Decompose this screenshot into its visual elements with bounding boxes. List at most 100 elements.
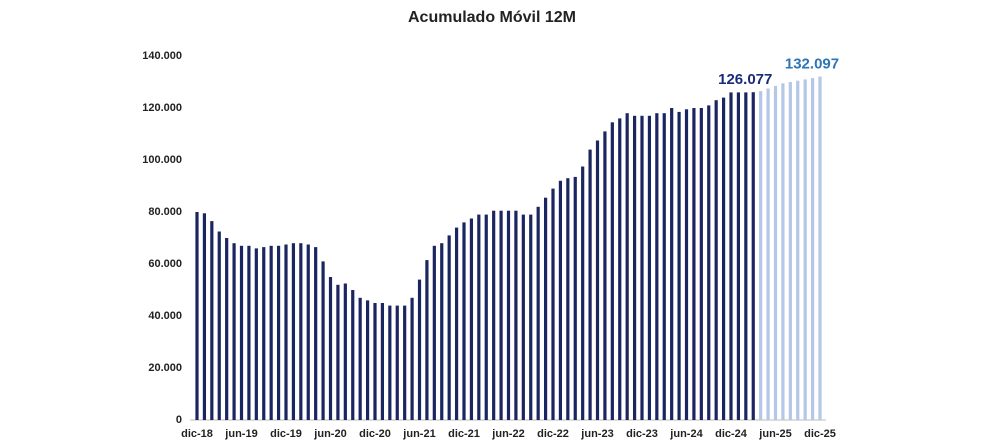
bar: [492, 210, 496, 420]
bar: [321, 261, 325, 420]
x-tick-label: jun-21: [402, 428, 435, 440]
bar: [773, 85, 778, 421]
bar: [536, 206, 540, 420]
bar: [692, 108, 696, 420]
y-tick-label: 100.000: [142, 154, 182, 166]
bar: [788, 82, 792, 420]
bar: [684, 109, 689, 421]
bar: [217, 231, 221, 420]
bar: [477, 214, 481, 420]
bar: [751, 92, 755, 420]
bar: [328, 277, 333, 420]
x-tick-label: dic-25: [804, 428, 836, 440]
bar: [284, 244, 288, 420]
bar: [291, 243, 296, 420]
bar: [410, 297, 414, 420]
bar: [810, 78, 815, 420]
y-tick-label: 120.000: [142, 102, 182, 114]
bar: [247, 245, 251, 420]
bar: [543, 197, 548, 420]
bar: [373, 303, 377, 420]
bar: [558, 180, 563, 420]
bar: [365, 300, 370, 420]
x-tick-label: jun-23: [580, 428, 613, 440]
bar: [707, 105, 711, 421]
x-tick-label: dic-18: [181, 428, 213, 440]
x-tick-label: jun-22: [491, 428, 524, 440]
x-tick-label: jun-20: [313, 428, 346, 440]
x-tick-label: jun-24: [669, 428, 703, 440]
bar: [514, 210, 518, 420]
bar: [640, 115, 644, 421]
bar: [662, 113, 666, 420]
y-tick-label: 80.000: [148, 206, 182, 218]
bar: [417, 279, 422, 420]
bar: [202, 213, 207, 420]
bar: [432, 245, 436, 420]
bar: [610, 122, 614, 421]
bar: [454, 227, 459, 420]
bar: [440, 243, 444, 420]
bar: [484, 214, 488, 420]
y-tick-label: 40.000: [148, 310, 182, 322]
bar: [729, 92, 733, 421]
bar: [796, 80, 800, 420]
x-tick-label: dic-24: [715, 428, 748, 440]
bar: [239, 245, 244, 420]
bar: [566, 178, 570, 420]
bar: [818, 76, 822, 421]
bar: [195, 212, 199, 420]
y-tick-label: 60.000: [148, 258, 182, 270]
bar: [595, 140, 600, 420]
bar: [269, 245, 273, 420]
bar: [551, 188, 555, 420]
bar: [425, 260, 429, 420]
bar: [395, 305, 399, 420]
bar: [721, 97, 726, 420]
bar: [469, 218, 474, 420]
bar: [462, 222, 466, 420]
bar: [210, 221, 214, 420]
bar: [499, 210, 503, 420]
x-tick-label: dic-21: [448, 428, 480, 440]
bar: [403, 305, 407, 420]
bar: [529, 214, 533, 420]
bar: [254, 248, 258, 420]
bar: [299, 243, 303, 420]
x-tick-label: jun-25: [758, 428, 791, 440]
bar: [603, 131, 607, 420]
bar: [759, 91, 763, 420]
chart-title: Acumulado Móvil 12M: [408, 9, 576, 26]
y-tick-label: 0: [176, 414, 182, 426]
bar: [343, 283, 347, 420]
bar: [232, 243, 236, 420]
bar: [677, 111, 681, 421]
bar: [647, 115, 652, 421]
bar: [699, 108, 703, 420]
bar: [803, 79, 807, 421]
bar: [766, 88, 770, 420]
bar: [588, 149, 592, 420]
value-label: 126.077: [718, 71, 772, 88]
bar: [306, 244, 310, 420]
bar: [625, 113, 629, 420]
bar: [380, 303, 385, 420]
x-tick-label: dic-23: [626, 428, 658, 440]
x-tick-label: dic-19: [270, 428, 302, 440]
bar: [388, 305, 392, 420]
bar: [744, 92, 748, 421]
y-tick-label: 20.000: [148, 362, 182, 374]
x-tick-label: dic-20: [359, 428, 391, 440]
bar: [521, 214, 525, 420]
bar: [225, 238, 229, 420]
bar: [714, 100, 718, 420]
bar: [655, 113, 659, 420]
x-tick-label: jun-19: [224, 428, 257, 440]
value-label: 132.097: [785, 56, 839, 73]
bar: [351, 290, 355, 420]
bar: [314, 247, 318, 420]
y-tick-label: 140.000: [142, 50, 182, 62]
bar: [581, 166, 585, 420]
bar: [573, 176, 577, 420]
